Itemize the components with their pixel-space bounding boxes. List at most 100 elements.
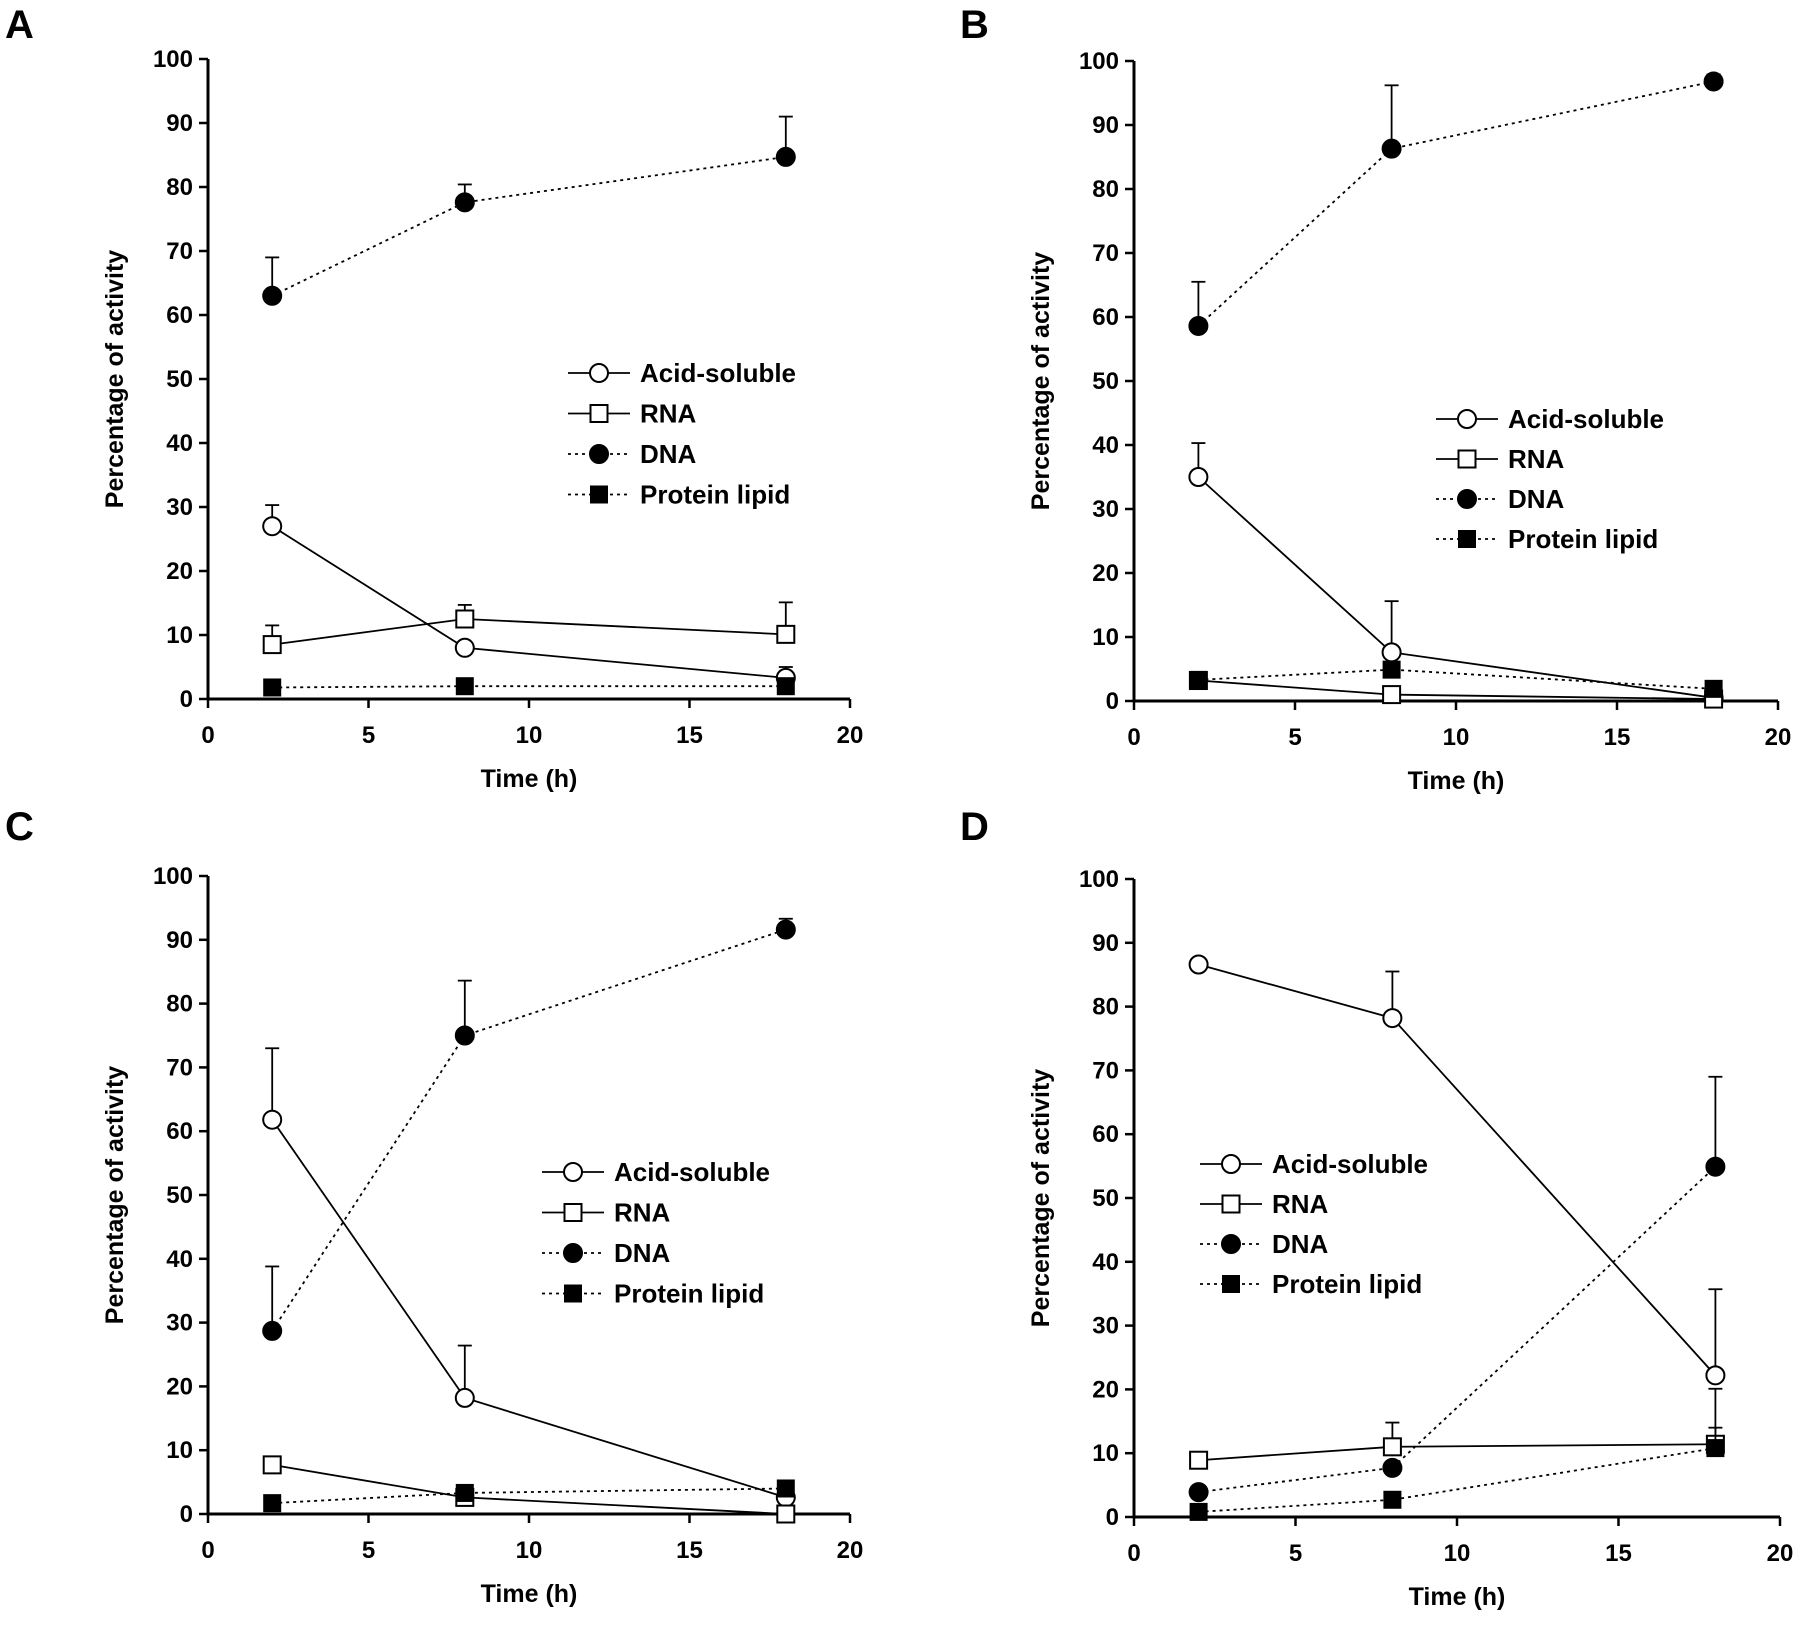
- y-tick-label: 50: [166, 366, 193, 393]
- data-point-rna: [262, 635, 282, 655]
- y-tick-label: 90: [1092, 930, 1119, 957]
- legend: Acid-soluble RNA DNA Protein lipid: [1200, 1149, 1428, 1299]
- x-tick-label: 20: [837, 722, 864, 749]
- data-point-dna: [1705, 1156, 1726, 1177]
- x-axis-title: Time (h): [481, 1580, 578, 1608]
- legend-marker-acid-soluble: [589, 363, 609, 383]
- data-point-protein-lipid: [1189, 1502, 1208, 1521]
- legend-marker-dna: [589, 444, 609, 464]
- x-tick-label: 20: [1767, 1540, 1794, 1567]
- data-point-acid-soluble: [262, 516, 283, 537]
- legend-label-acid-soluble: Acid-soluble: [1508, 404, 1664, 434]
- data-point-acid-soluble: [1382, 1008, 1403, 1029]
- x-tick-label: 10: [516, 722, 543, 749]
- legend-label-protein-lipid: Protein lipid: [640, 480, 790, 510]
- data-point-rna: [776, 1504, 796, 1524]
- data-point-dna: [1188, 1482, 1209, 1503]
- y-tick-label: 90: [166, 110, 193, 137]
- y-tick-label: 30: [1092, 496, 1119, 523]
- legend-marker-protein-lipid: [1458, 530, 1476, 548]
- y-tick-label: 40: [166, 1246, 193, 1273]
- legend-marker-protein-lipid: [1222, 1275, 1240, 1293]
- legend-label-protein-lipid: Protein lipid: [1508, 524, 1658, 554]
- legend-marker-rna: [1457, 449, 1477, 469]
- y-tick-label: 80: [166, 174, 193, 201]
- data-point-dna: [1382, 1457, 1403, 1478]
- y-axis-title: Percentage of activity: [1027, 1069, 1055, 1328]
- y-tick-label: 50: [1092, 1185, 1119, 1212]
- legend-label-protein-lipid: Protein lipid: [614, 1279, 764, 1309]
- y-tick-label: 40: [1092, 432, 1119, 459]
- series-rna: [1189, 1421, 1725, 1470]
- data-point-dna: [262, 1320, 283, 1341]
- legend-label-rna: RNA: [1272, 1189, 1329, 1219]
- x-tick-label: 0: [201, 1537, 214, 1564]
- x-tick-label: 5: [1288, 724, 1301, 751]
- data-point-protein-lipid: [1706, 1439, 1725, 1458]
- y-tick-label: 40: [166, 430, 193, 457]
- legend: Acid-soluble RNA DNA Protein lipid: [542, 1157, 770, 1309]
- y-tick-label: 70: [1092, 1057, 1119, 1084]
- legend-marker-acid-soluble: [563, 1162, 583, 1182]
- y-tick-label: 10: [1092, 624, 1119, 651]
- y-tick-label: 100: [1079, 48, 1119, 75]
- series-acid-soluble: [1188, 442, 1724, 708]
- legend-label-acid-soluble: Acid-soluble: [640, 358, 796, 388]
- panel-label: B: [960, 3, 989, 47]
- y-tick-label: 50: [166, 1182, 193, 1209]
- legend-label-dna: DNA: [1508, 484, 1565, 514]
- legend-label-rna: RNA: [640, 399, 697, 429]
- legend: Acid-soluble RNA DNA Protein lipid: [568, 358, 796, 510]
- legend-marker-acid-soluble: [1221, 1154, 1241, 1174]
- data-point-dna: [1381, 138, 1402, 159]
- legend-marker-dna: [1457, 489, 1477, 509]
- data-point-protein-lipid: [776, 677, 795, 696]
- legend-label-acid-soluble: Acid-soluble: [1272, 1149, 1428, 1179]
- legend-label-rna: RNA: [614, 1198, 671, 1228]
- legend-label-dna: DNA: [640, 439, 697, 469]
- series-line-protein-lipid: [1198, 1447, 1716, 1513]
- data-point-protein-lipid: [1704, 679, 1723, 698]
- data-point-dna: [1188, 315, 1209, 336]
- data-point-protein-lipid: [776, 1479, 795, 1498]
- series-line-acid-soluble: [1197, 476, 1714, 699]
- series-protein-lipid: [263, 1479, 795, 1513]
- x-tick-label: 15: [676, 722, 703, 749]
- data-point-protein-lipid: [455, 677, 474, 696]
- series-line-rna: [272, 618, 786, 646]
- y-tick-label: 30: [1092, 1313, 1119, 1340]
- x-tick-label: 10: [516, 1537, 543, 1564]
- y-tick-label: 70: [166, 1054, 193, 1081]
- legend-marker-protein-lipid: [590, 485, 608, 504]
- series-line-dna: [1198, 1166, 1717, 1494]
- legend-label-dna: DNA: [1272, 1229, 1329, 1259]
- legend-label-acid-soluble: Acid-soluble: [614, 1157, 770, 1187]
- series-protein-lipid: [263, 677, 795, 697]
- x-tick-label: 5: [362, 1537, 375, 1564]
- series-line-dna: [271, 928, 787, 1332]
- legend-marker-protein-lipid: [564, 1284, 582, 1303]
- y-tick-label: 40: [1092, 1249, 1119, 1276]
- x-tick-label: 0: [201, 722, 214, 749]
- data-point-dna: [454, 192, 475, 213]
- series-dna: [262, 917, 796, 1341]
- data-point-acid-soluble: [454, 1387, 475, 1408]
- legend-marker-acid-soluble: [1457, 409, 1477, 429]
- data-point-acid-soluble: [454, 637, 475, 658]
- legend-marker-rna: [589, 404, 609, 423]
- panel-label: D: [960, 805, 989, 849]
- data-point-acid-soluble: [1188, 954, 1209, 975]
- data-point-protein-lipid: [455, 1483, 474, 1502]
- chart-panel-c: C 0 10 20 30 40 50 60 70 80 90 100 0 5 10 15 20 Time (h) P…: [5, 805, 863, 1608]
- data-point-acid-soluble: [1381, 642, 1402, 663]
- y-tick-label: 100: [1079, 866, 1119, 893]
- x-axis-title: Time (h): [1408, 767, 1505, 795]
- y-tick-label: 0: [180, 686, 193, 713]
- y-tick-label: 20: [166, 558, 193, 585]
- series-line-rna: [1198, 679, 1714, 700]
- y-tick-label: 20: [166, 1373, 193, 1400]
- data-point-dna: [1703, 71, 1724, 92]
- legend-label-rna: RNA: [1508, 444, 1565, 474]
- x-tick-label: 5: [1289, 1540, 1302, 1567]
